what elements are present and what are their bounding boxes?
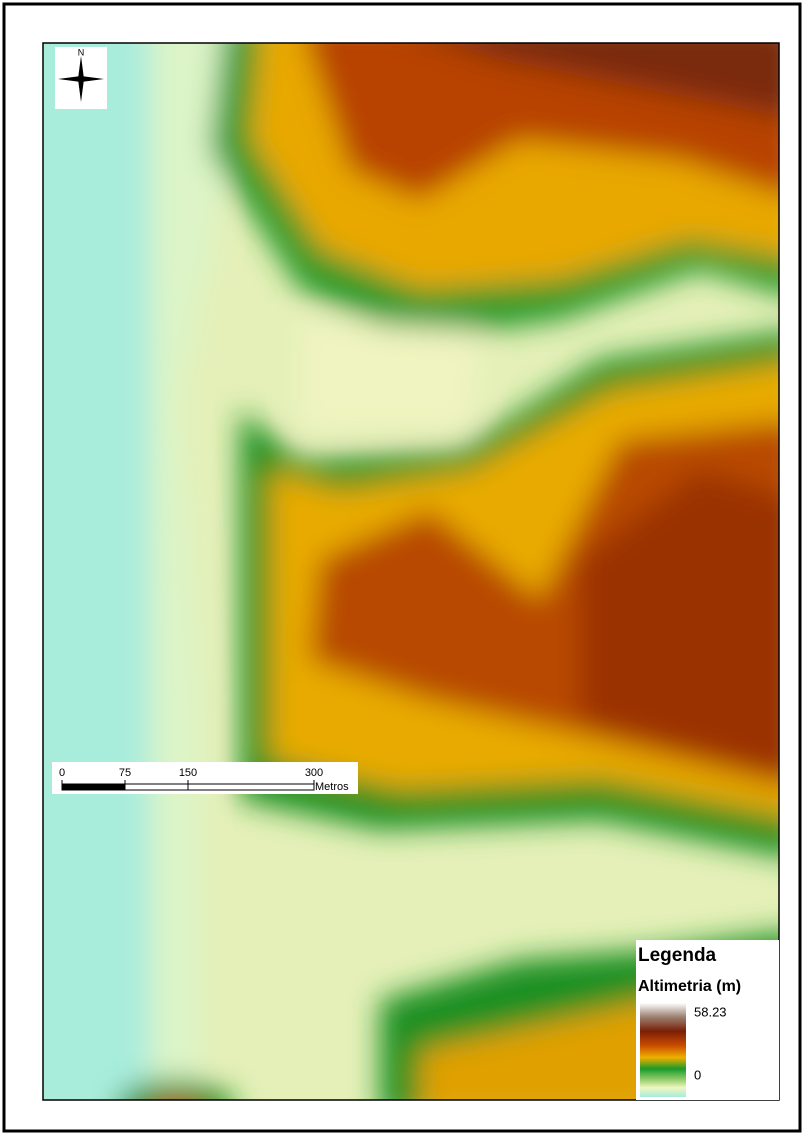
scale-segment (125, 784, 188, 790)
valley (300, 320, 480, 430)
legend-min: 0 (694, 1067, 701, 1082)
scale-segment (188, 784, 314, 790)
north-label: N (78, 47, 85, 57)
legend-ramp (640, 1003, 686, 1097)
legend-subtitle: Altimetria (m) (638, 978, 741, 995)
legend-title: Legenda (638, 945, 717, 966)
scale-tick-label: 0 (59, 767, 65, 779)
legend: Legenda Altimetria (m) 58.23 0 (636, 940, 779, 1100)
scale-tick-label: 75 (119, 767, 131, 779)
scale-bar: 0 75 150 300 Metros (52, 762, 358, 794)
north-arrow: N (55, 47, 107, 109)
legend-max: 58.23 (694, 1004, 727, 1019)
scale-tick-label: 300 (305, 767, 323, 779)
scale-segment (62, 784, 125, 790)
page: N 0 75 150 300 Metros Legenda Altimetria (m)… (0, 0, 804, 1135)
scale-tick-label: 150 (179, 767, 197, 779)
scale-unit: Metros (315, 781, 349, 793)
map-layout: N 0 75 150 300 Metros Legenda Altimetria (m)… (0, 0, 804, 1135)
